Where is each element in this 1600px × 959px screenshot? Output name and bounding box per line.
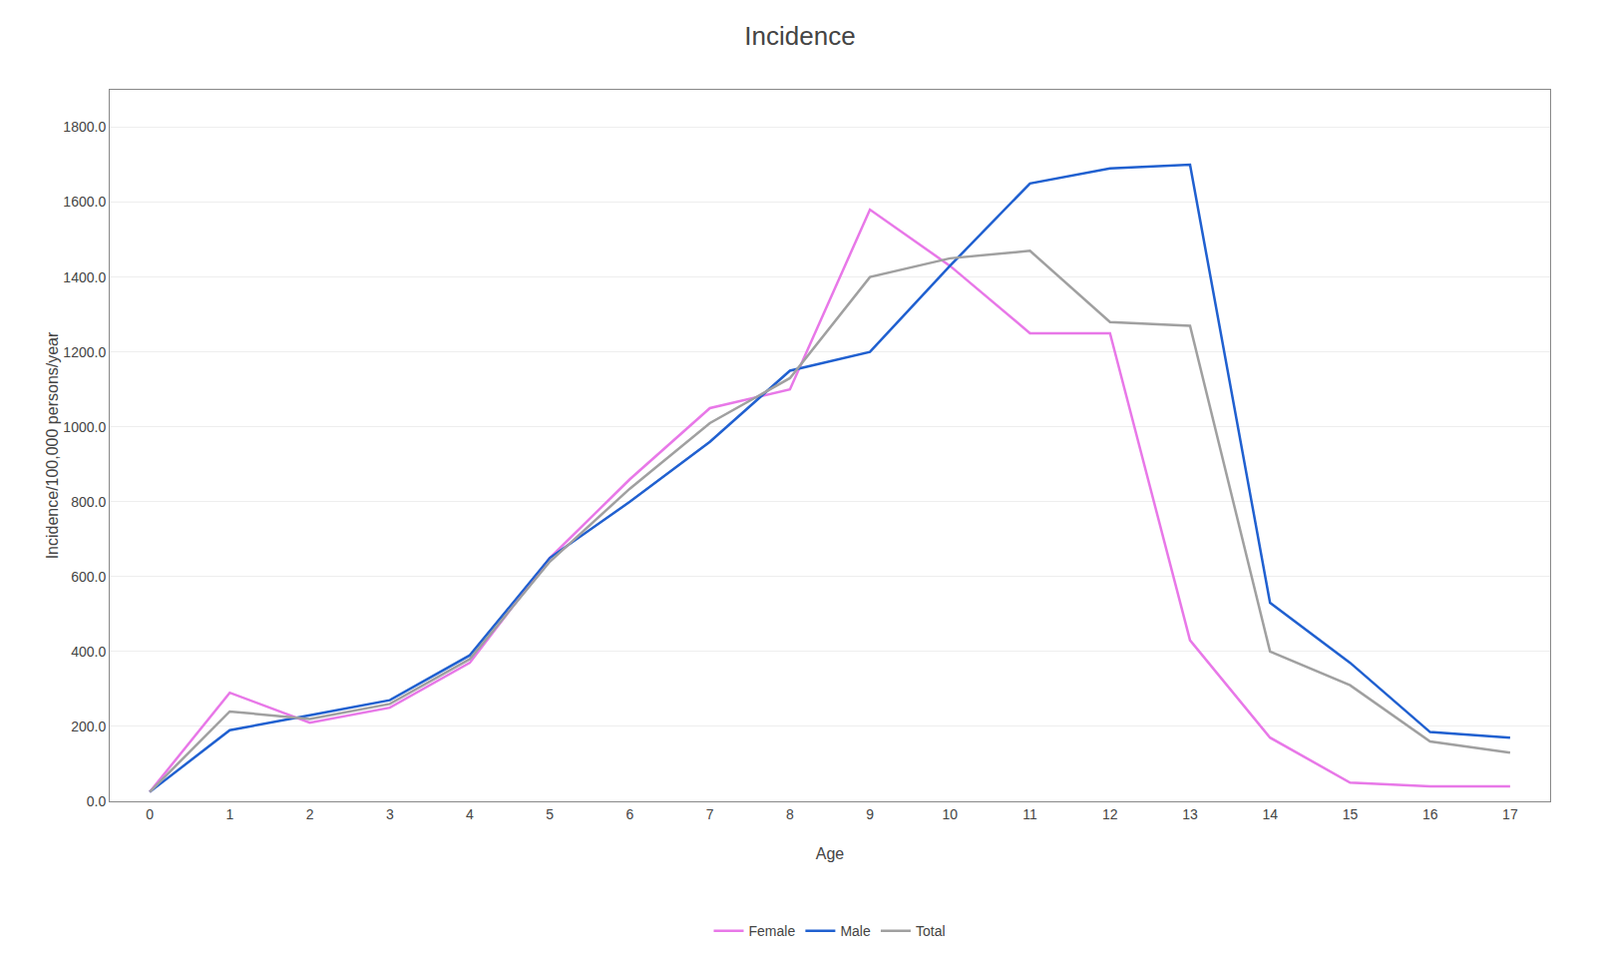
svg-text:1400.0: 1400.0 [62, 269, 106, 286]
svg-text:Age: Age [815, 844, 845, 862]
svg-text:Incidence: Incidence [744, 20, 855, 51]
svg-text:Incidence/100,000 persons/year: Incidence/100,000 persons/year [43, 331, 61, 559]
svg-text:200.0: 200.0 [70, 718, 106, 735]
svg-text:9: 9 [865, 805, 874, 822]
svg-text:8: 8 [786, 805, 795, 822]
svg-text:12: 12 [1102, 805, 1119, 822]
svg-text:0.0: 0.0 [86, 793, 107, 809]
svg-text:10: 10 [942, 805, 959, 822]
svg-text:1200.0: 1200.0 [62, 344, 106, 361]
svg-text:Male: Male [839, 922, 871, 939]
svg-text:0: 0 [145, 805, 154, 822]
svg-text:16: 16 [1422, 805, 1439, 822]
svg-text:4: 4 [465, 805, 474, 822]
svg-text:17: 17 [1502, 805, 1519, 822]
svg-text:800.0: 800.0 [70, 493, 106, 510]
svg-text:14: 14 [1261, 805, 1278, 822]
svg-text:400.0: 400.0 [70, 643, 106, 660]
svg-text:Total: Total [915, 922, 946, 939]
svg-text:3: 3 [386, 805, 395, 822]
svg-text:1: 1 [225, 805, 234, 822]
svg-text:7: 7 [706, 805, 715, 822]
svg-text:5: 5 [545, 805, 554, 822]
svg-text:13: 13 [1182, 805, 1199, 822]
svg-text:15: 15 [1342, 805, 1359, 822]
svg-text:1800.0: 1800.0 [62, 118, 106, 135]
svg-text:1600.0: 1600.0 [62, 193, 106, 210]
svg-text:Female: Female [749, 922, 797, 939]
svg-text:1000.0: 1000.0 [62, 418, 106, 435]
svg-text:11: 11 [1022, 805, 1038, 822]
svg-text:600.0: 600.0 [70, 568, 106, 585]
svg-text:2: 2 [306, 805, 315, 822]
svg-text:6: 6 [626, 805, 635, 822]
